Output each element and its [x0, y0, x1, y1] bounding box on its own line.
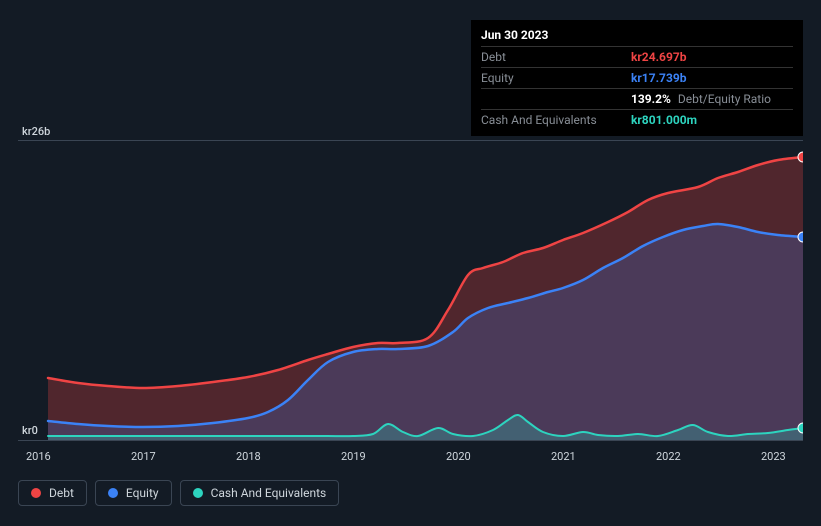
x-axis-tick: 2022	[656, 450, 681, 463]
tooltip-row-cash: Cash And Equivalents kr801.000m	[481, 109, 793, 130]
tooltip-debt-label: Debt	[481, 50, 631, 64]
chart-svg	[18, 140, 803, 440]
x-axis-tick: 2017	[131, 450, 156, 463]
tooltip-row-equity: Equity kr17.739b	[481, 67, 793, 88]
y-axis-top-label: kr26b	[22, 125, 50, 138]
tooltip-equity-value: kr17.739b	[631, 71, 686, 85]
grid-line-bottom	[18, 440, 803, 441]
chart-tooltip: Jun 30 2023 Debt kr24.697b Equity kr17.7…	[471, 20, 803, 136]
legend-debt-label: Debt	[49, 486, 74, 500]
tooltip-cash-value: kr801.000m	[631, 113, 697, 127]
tooltip-ratio-suffix: Debt/Equity Ratio	[678, 92, 771, 106]
legend-equity-label: Equity	[126, 486, 159, 500]
tooltip-debt-value: kr24.697b	[631, 50, 686, 64]
x-axis-tick: 2021	[551, 450, 576, 463]
tooltip-row-ratio: 139.2% Debt/Equity Ratio	[481, 88, 793, 109]
tooltip-ratio: 139.2% Debt/Equity Ratio	[631, 92, 771, 106]
dot-icon	[193, 488, 203, 498]
tooltip-equity-label: Equity	[481, 71, 631, 85]
dot-icon	[108, 488, 118, 498]
x-axis-tick: 2023	[761, 450, 786, 463]
tooltip-cash-label: Cash And Equivalents	[481, 113, 631, 127]
tooltip-ratio-value: 139.2%	[631, 92, 671, 106]
tooltip-date: Jun 30 2023	[481, 26, 793, 46]
dot-icon	[31, 488, 41, 498]
tooltip-ratio-label-spacer	[481, 92, 631, 106]
chart-legend: Debt Equity Cash And Equivalents	[18, 480, 339, 506]
legend-item-debt[interactable]: Debt	[18, 480, 87, 506]
chart-area[interactable]	[18, 140, 803, 440]
tooltip-row-debt: Debt kr24.697b	[481, 46, 793, 67]
x-axis-tick: 2018	[236, 450, 261, 463]
x-axis-tick: 2016	[26, 450, 51, 463]
legend-item-equity[interactable]: Equity	[95, 480, 172, 506]
legend-item-cash[interactable]: Cash And Equivalents	[180, 480, 340, 506]
x-axis-tick: 2019	[341, 450, 366, 463]
x-axis-tick: 2020	[446, 450, 471, 463]
legend-cash-label: Cash And Equivalents	[211, 486, 327, 500]
